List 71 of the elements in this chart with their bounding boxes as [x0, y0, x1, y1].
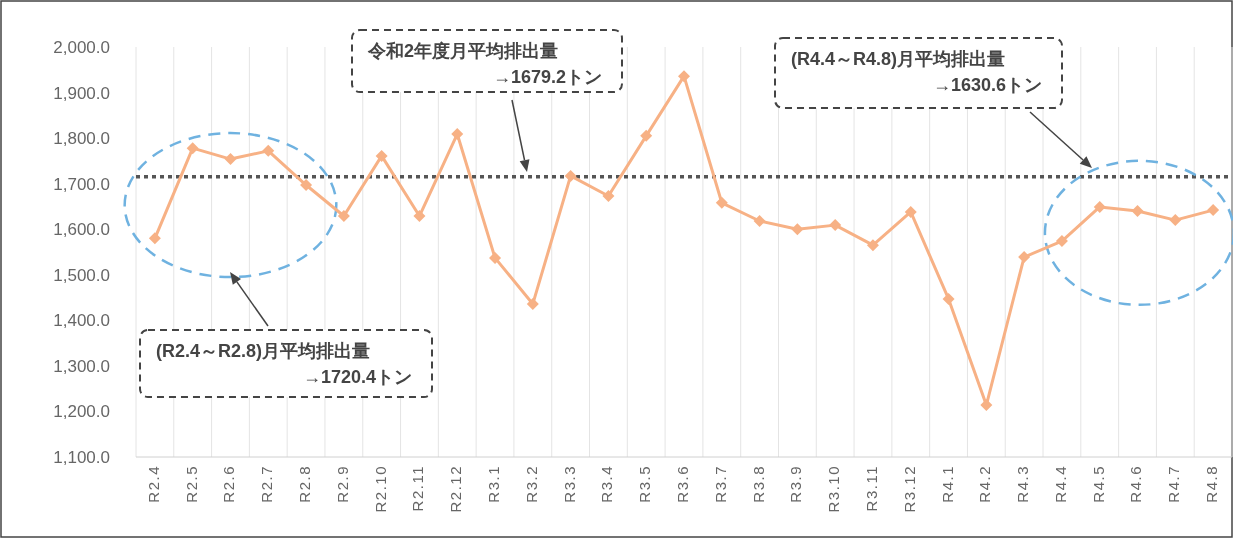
x-tick-label: R2.12 [447, 465, 465, 513]
point [1055, 235, 1068, 248]
point [866, 239, 879, 252]
point [224, 153, 237, 166]
point [413, 210, 426, 223]
x-tick-label: R3.12 [900, 465, 918, 513]
point [148, 232, 161, 245]
point [1169, 214, 1182, 227]
annotation: (R2.4～R2.8)月平均排出量 →1720.4トン [156, 341, 412, 387]
x-tick-label: R3.8 [749, 465, 767, 503]
y-tick-label: 1,400.0 [53, 311, 110, 331]
point [904, 205, 917, 218]
x-tick-label: R2.10 [371, 465, 389, 513]
x-tick-label: R3.11 [862, 465, 880, 512]
point [451, 128, 464, 141]
point [564, 169, 577, 182]
point [980, 399, 993, 412]
x-tick-label: R2.8 [296, 465, 314, 503]
x-tick-label: R4.8 [1203, 465, 1221, 503]
x-tick-label: R2.11 [409, 465, 427, 512]
point [375, 149, 388, 162]
x-tick-label: R4.3 [1014, 465, 1032, 503]
point [942, 292, 955, 305]
x-tick-label: R3.3 [560, 465, 578, 503]
x-tick-label: R2.7 [258, 465, 276, 503]
x-tick-label: R4.7 [1165, 465, 1183, 503]
x-tick-label: R3.9 [787, 465, 805, 503]
y-tick-label: 1,700.0 [53, 174, 110, 194]
x-tick-label: R4.4 [1051, 465, 1069, 503]
x-tick-label: R4.1 [938, 465, 956, 503]
point [300, 179, 313, 192]
point [715, 196, 728, 209]
x-tick-label: R3.4 [598, 465, 616, 503]
point [1131, 205, 1144, 217]
point [1207, 204, 1220, 217]
point [640, 129, 653, 142]
x-tick-label: R3.2 [522, 465, 540, 503]
x-tick-label: R3.1 [485, 465, 502, 503]
y-tick-label: 1,800.0 [53, 129, 110, 149]
annotation: 令和2年度月平均排出量 →1679.2トン [367, 41, 602, 87]
x-tick-label: R2.4 [144, 465, 162, 503]
y-tick-label: 2,000.0 [53, 38, 110, 57]
x-tick-label: R3.6 [673, 465, 691, 503]
y-tick-label: 1,100.0 [53, 448, 110, 467]
point [791, 223, 804, 236]
x-tick-label: R3.7 [711, 465, 729, 503]
y-tick-label: 1,600.0 [53, 220, 110, 240]
point [489, 251, 502, 264]
point [829, 219, 842, 232]
point [337, 210, 350, 223]
annotation: (R4.4～R4.8)月平均排出量 →1630.6トン [791, 49, 1042, 95]
x-tick-label: R4.5 [1089, 465, 1107, 503]
point [262, 144, 275, 157]
point [678, 70, 690, 83]
y-tick-label: 1,500.0 [53, 265, 110, 285]
y-tick-label: 1,900.0 [53, 83, 110, 103]
point [186, 142, 199, 155]
x-tick-label: R4.2 [976, 465, 994, 503]
x-tick-label: R2.9 [333, 465, 351, 503]
x-tick-label: R3.5 [636, 465, 654, 503]
x-tick-label: R2.5 [182, 465, 200, 503]
point [1093, 200, 1106, 213]
point [526, 297, 539, 310]
point [602, 189, 615, 202]
x-tick-label: R3.10 [825, 465, 843, 513]
x-tick-label: R2.6 [220, 465, 238, 503]
x-tick-label: R4.6 [1127, 465, 1145, 503]
y-tick-label: 1,300.0 [53, 356, 110, 376]
point [753, 215, 766, 228]
point [1018, 251, 1031, 264]
y-tick-label: 1,200.0 [53, 402, 110, 422]
